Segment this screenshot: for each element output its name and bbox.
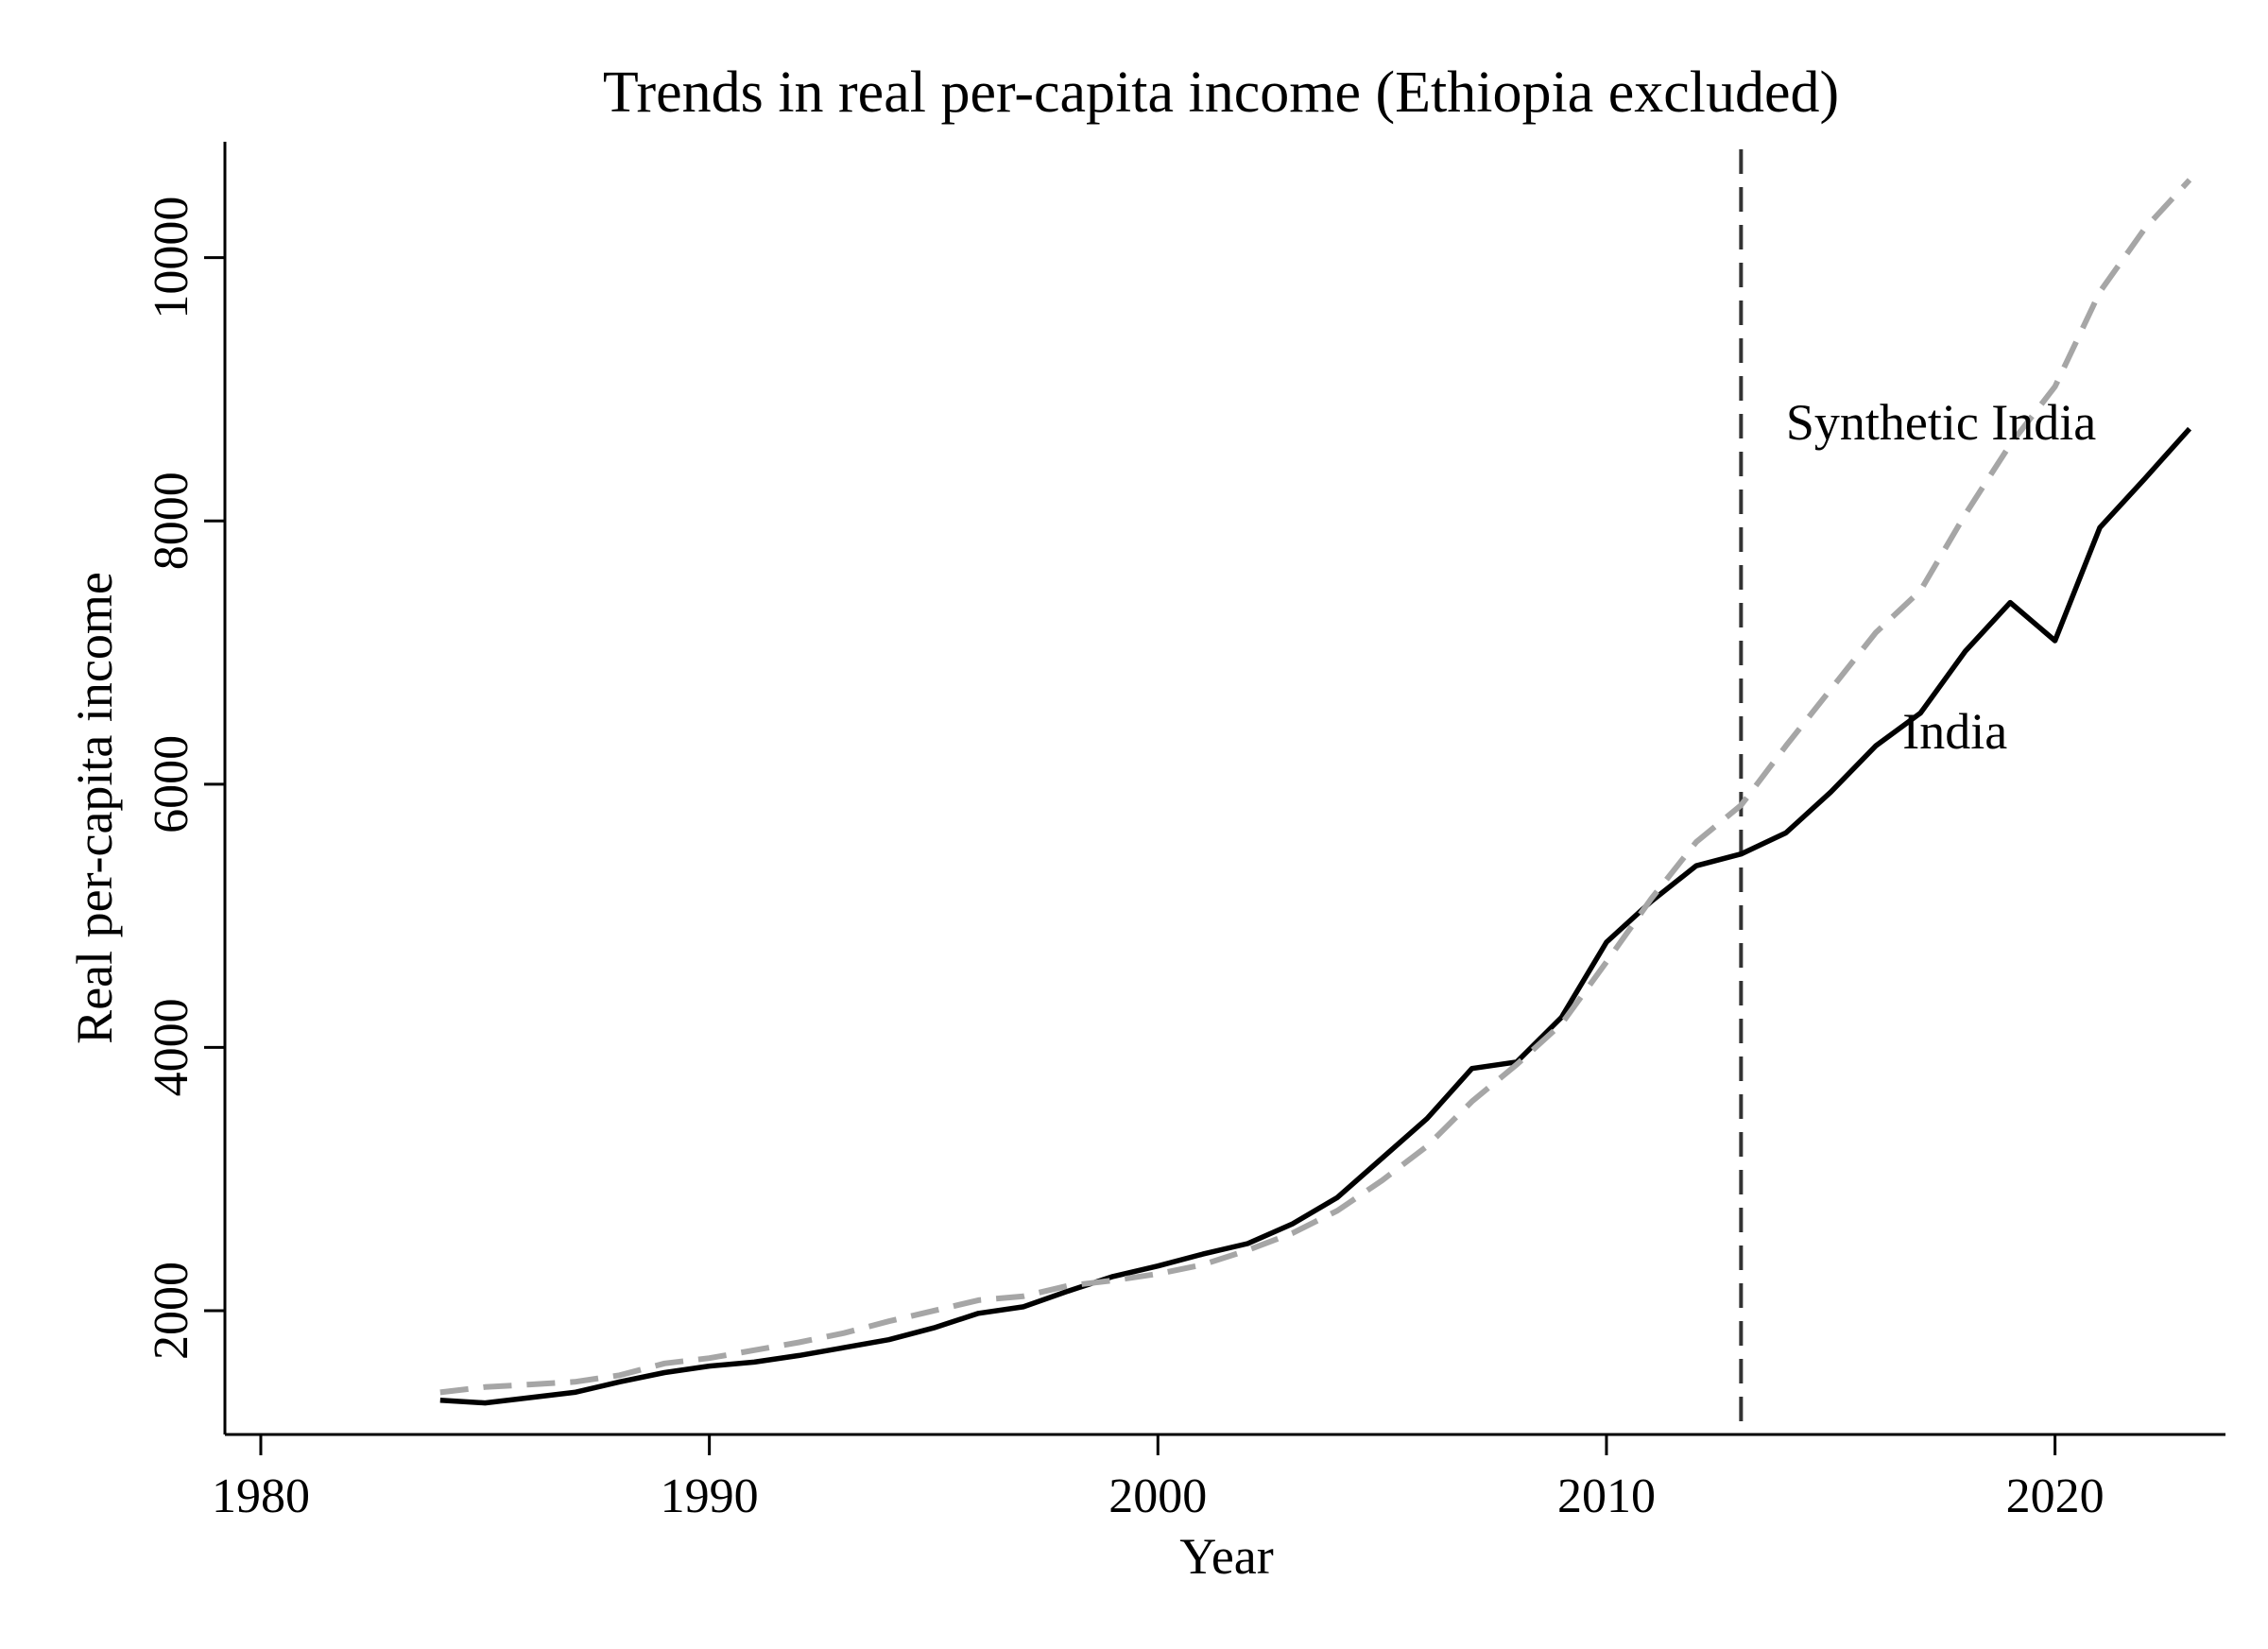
y-tick-label-2000: 2000 (145, 1262, 198, 1360)
annotation-synthetic-india: Synthetic India (1786, 394, 2096, 451)
y-tick-label-8000: 8000 (145, 472, 198, 570)
chart-title: Trends in real per-capita income (Ethiop… (603, 60, 1839, 125)
y-axis-label: Real per-capita income (66, 572, 123, 1044)
annotation-india: India (1902, 703, 2007, 760)
x-tick-label-2020: 2020 (2006, 1469, 2105, 1523)
series-line-synthetic-india (439, 178, 2192, 1396)
y-tick-label-4000: 4000 (145, 998, 198, 1096)
x-tick-label-2010: 2010 (1557, 1469, 1656, 1523)
x-axis-label: Year (1179, 1528, 1274, 1585)
plot-area: 1980 1990 2000 2010 2020 2000 4000 6000 8000 1000… (145, 142, 2225, 1523)
y-tick-label-6000: 6000 (145, 735, 198, 833)
series-line-india (439, 426, 2192, 1406)
x-tick-label-2000: 2000 (1108, 1469, 1207, 1523)
x-tick-label-1980: 1980 (212, 1469, 310, 1523)
x-tick-label-1990: 1990 (661, 1469, 759, 1523)
y-tick-label-10000: 10000 (145, 197, 198, 319)
